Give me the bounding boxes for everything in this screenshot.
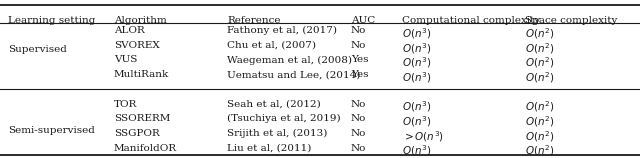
Text: Space complexity: Space complexity (525, 16, 617, 25)
Text: Yes: Yes (351, 70, 368, 79)
Text: $O(n^3)$: $O(n^3)$ (402, 144, 431, 158)
Text: Computational complexity: Computational complexity (402, 16, 540, 25)
Text: Seah et al, (2012): Seah et al, (2012) (227, 100, 321, 109)
Text: $O(n^2)$: $O(n^2)$ (525, 100, 554, 114)
Text: $O(n^3)$: $O(n^3)$ (402, 114, 431, 129)
Text: Algorithm: Algorithm (114, 16, 166, 25)
Text: $O(n^3)$: $O(n^3)$ (402, 26, 431, 41)
Text: Liu et al, (2011): Liu et al, (2011) (227, 144, 312, 153)
Text: $O(n^3)$: $O(n^3)$ (402, 41, 431, 56)
Text: Yes: Yes (351, 55, 368, 64)
Text: VUS: VUS (114, 55, 138, 64)
Text: SSGPOR: SSGPOR (114, 129, 159, 138)
Text: $> O(n^3)$: $> O(n^3)$ (402, 129, 444, 144)
Text: MultiRank: MultiRank (114, 70, 169, 79)
Text: ManifoldOR: ManifoldOR (114, 144, 177, 153)
Text: Chu et al, (2007): Chu et al, (2007) (227, 41, 316, 50)
Text: AUC: AUC (351, 16, 375, 25)
Text: $O(n^2)$: $O(n^2)$ (525, 41, 554, 56)
Text: No: No (351, 26, 366, 35)
Text: Srijith et al, (2013): Srijith et al, (2013) (227, 129, 328, 138)
Text: $O(n^3)$: $O(n^3)$ (402, 55, 431, 70)
Text: No: No (351, 41, 366, 50)
Text: Waegeman et al, (2008): Waegeman et al, (2008) (227, 55, 352, 65)
Text: Learning setting: Learning setting (8, 16, 95, 25)
Text: (Tsuchiya et al, 2019): (Tsuchiya et al, 2019) (227, 114, 341, 123)
Text: $O(n^2)$: $O(n^2)$ (525, 144, 554, 158)
Text: Reference: Reference (227, 16, 281, 25)
Text: $O(n^2)$: $O(n^2)$ (525, 26, 554, 41)
Text: No: No (351, 144, 366, 153)
Text: Fathony et al, (2017): Fathony et al, (2017) (227, 26, 337, 35)
Text: No: No (351, 100, 366, 109)
Text: $O(n^2)$: $O(n^2)$ (525, 70, 554, 85)
Text: Semi-supervised: Semi-supervised (8, 126, 95, 135)
Text: No: No (351, 129, 366, 138)
Text: No: No (351, 114, 366, 123)
Text: SVOREX: SVOREX (114, 41, 159, 50)
Text: $O(n^2)$: $O(n^2)$ (525, 114, 554, 129)
Text: ALOR: ALOR (114, 26, 145, 35)
Text: Supervised: Supervised (8, 45, 67, 54)
Text: $O(n^2)$: $O(n^2)$ (525, 129, 554, 144)
Text: SSORERM: SSORERM (114, 114, 170, 123)
Text: $O(n^3)$: $O(n^3)$ (402, 100, 431, 114)
Text: $O(n^3)$: $O(n^3)$ (402, 70, 431, 85)
Text: $O(n^2)$: $O(n^2)$ (525, 55, 554, 70)
Text: Uematsu and Lee, (2014): Uematsu and Lee, (2014) (227, 70, 360, 79)
Text: TOR: TOR (114, 100, 138, 109)
